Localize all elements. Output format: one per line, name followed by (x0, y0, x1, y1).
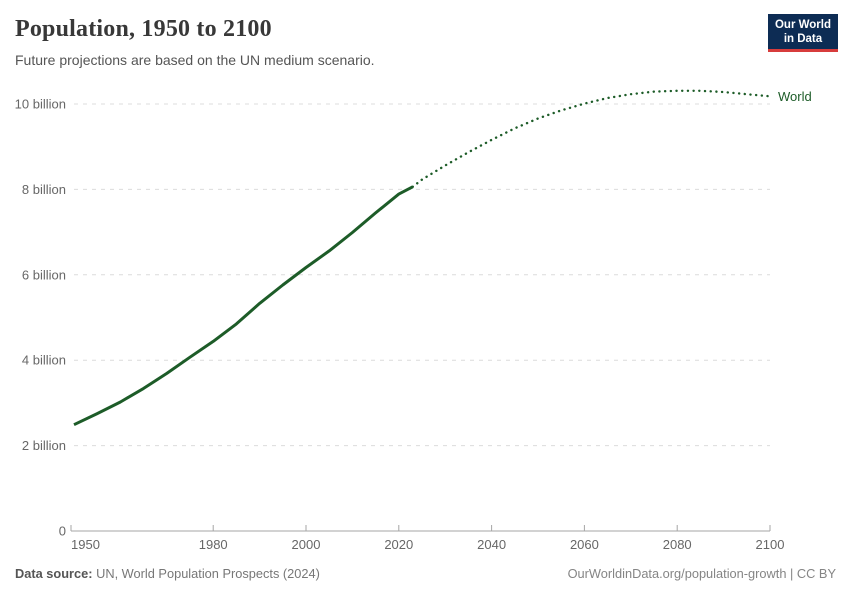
attribution-link[interactable]: OurWorldinData.org/population-growth | C… (567, 566, 836, 581)
page-title: Population, 1950 to 2100 (15, 16, 272, 42)
series-line-projection[interactable] (411, 89, 772, 188)
data-source-value: UN, World Population Prospects (2024) (92, 566, 320, 581)
data-source-note: Data source: UN, World Population Prospe… (15, 566, 320, 581)
x-tick-label: 2000 (292, 537, 321, 552)
series-line-historical[interactable] (73, 185, 414, 427)
chart-footer: Data source: UN, World Population Prospe… (15, 566, 836, 581)
data-source-label: Data source: (15, 566, 93, 581)
y-tick-label: 2 billion (22, 438, 66, 453)
y-tick-label: 8 billion (22, 182, 66, 197)
owid-logo-line2: in Data (783, 33, 823, 46)
x-tick-label: 1950 (71, 537, 100, 552)
x-tick-label: 2020 (384, 537, 413, 552)
owid-logo-line1: Our World (774, 19, 831, 31)
series-end-label: World (778, 89, 812, 104)
owid-logo: Our World in Data (767, 14, 838, 53)
x-tick-label: 2060 (570, 537, 599, 552)
page-subtitle: Future projections are based on the UN m… (15, 52, 375, 68)
x-tick-label: 2080 (663, 537, 692, 552)
x-tick-label: 2040 (477, 537, 506, 552)
x-tick-label: 1980 (199, 537, 228, 552)
y-tick-label: 0 (59, 524, 66, 539)
y-tick-label: 4 billion (22, 353, 66, 368)
x-tick-label: 2100 (756, 537, 785, 552)
y-tick-label: 6 billion (22, 267, 66, 282)
y-tick-label: 10 billion (15, 97, 66, 112)
